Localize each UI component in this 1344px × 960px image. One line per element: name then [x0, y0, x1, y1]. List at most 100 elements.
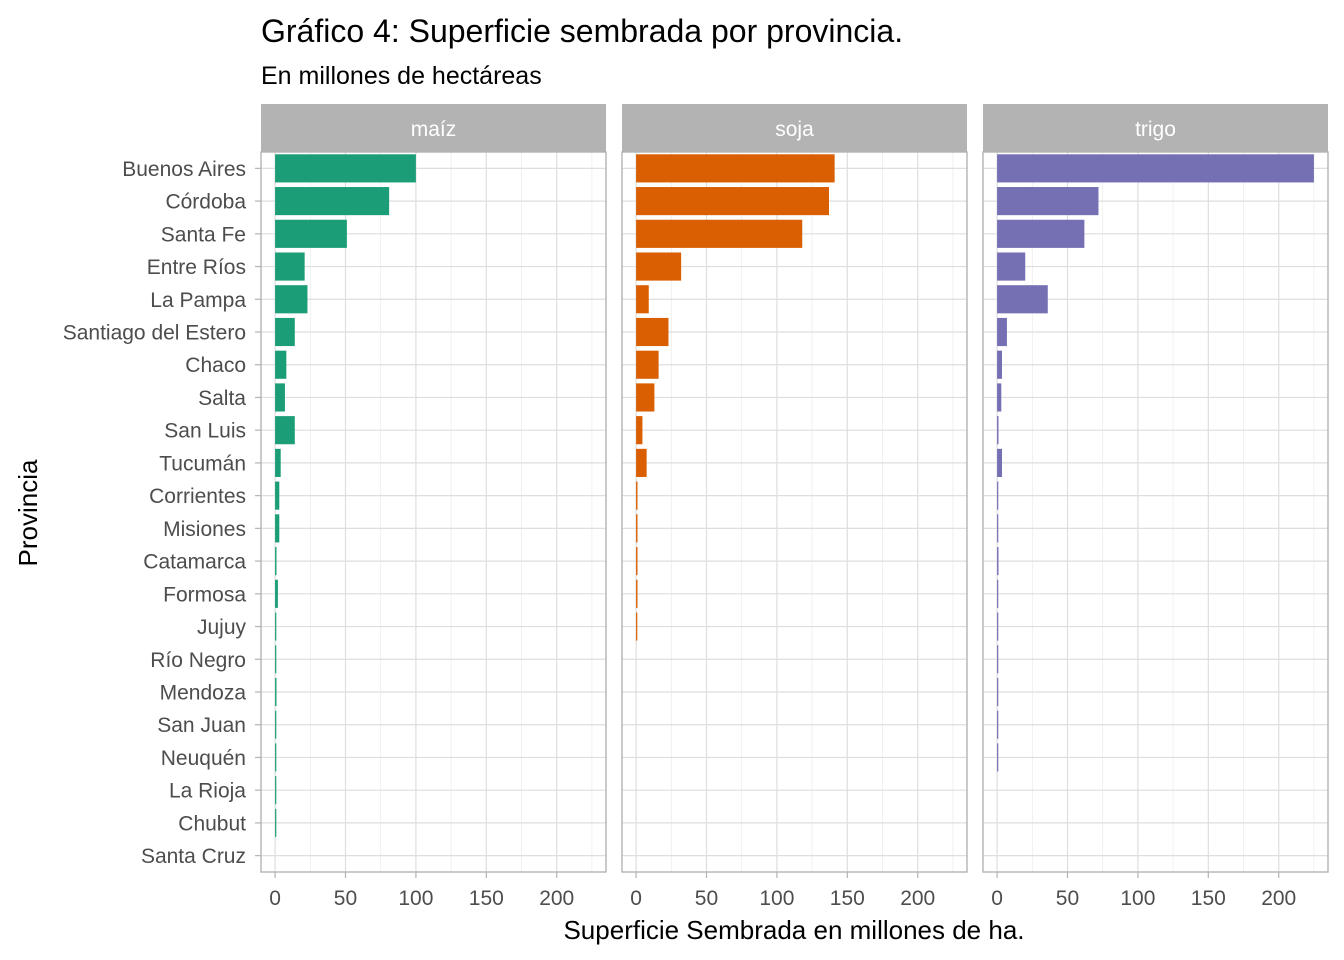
y-tick-label: Jujuy — [197, 616, 247, 639]
bar-trigo-mendoza — [997, 677, 999, 707]
bar-maíz-buenos-aires — [275, 154, 416, 183]
bar-maíz-jujuy — [275, 612, 277, 641]
y-tick-label: Salta — [198, 387, 246, 410]
y-tick-label: Córdoba — [165, 191, 246, 214]
bar-soja-corrientes — [636, 481, 638, 510]
y-tick-label: Neuquén — [161, 747, 246, 770]
bar-soja-entre-ríos — [636, 252, 682, 281]
panel-border — [621, 151, 968, 873]
x-tick-label: 50 — [334, 887, 357, 910]
y-tick-label: Chubut — [178, 812, 246, 835]
y-tick-label: Río Negro — [150, 649, 246, 672]
y-tick-label: Formosa — [163, 583, 246, 606]
bar-maíz-córdoba — [275, 187, 390, 216]
bar-soja-salta — [636, 383, 655, 412]
strip-background — [261, 104, 606, 152]
y-tick-label: San Juan — [157, 714, 246, 737]
bar-soja-misiones — [636, 514, 638, 543]
bar-maíz-la-rioja — [275, 776, 277, 805]
bar-maíz-santa-fe — [275, 219, 347, 248]
y-tick-label: Catamarca — [143, 551, 246, 574]
strip-label: soja — [775, 118, 814, 141]
y-tick-label: La Rioja — [169, 780, 246, 803]
bar-trigo-buenos-aires — [997, 154, 1314, 183]
bar-soja-chaco — [636, 350, 659, 379]
bar-maíz-mendoza — [275, 677, 277, 707]
bar-soja-santa-fe — [636, 219, 803, 248]
bar-trigo-salta — [997, 383, 1002, 412]
bar-maíz-catamarca — [275, 547, 277, 576]
y-tick-label: Santa Cruz — [141, 845, 246, 868]
bar-maíz-chubut — [275, 808, 277, 837]
y-tick-label: Misiones — [163, 518, 246, 541]
facet-panels: maíz 0 50 100 150 200 soja 0 50 100 150 200 trigo 0 50… — [260, 104, 1329, 910]
bar-maíz-río-negro — [275, 645, 277, 674]
bar-soja-formosa — [636, 579, 638, 608]
strip-label: maíz — [411, 118, 457, 141]
x-tick-label: 150 — [1191, 887, 1226, 910]
y-tick-label: La Pampa — [150, 289, 246, 312]
panel-trigo: trigo 0 50 100 150 200 — [982, 104, 1329, 910]
chart-title: Gráfico 4: Superficie sembrada por provi… — [261, 13, 903, 49]
y-tick-label: Mendoza — [160, 682, 247, 705]
x-tick-label: 150 — [469, 887, 504, 910]
x-axis-title: Superficie Sembrada en millones de ha. — [563, 915, 1024, 945]
bar-maíz-la-pampa — [275, 285, 308, 314]
y-tick-label: Buenos Aires — [122, 158, 246, 181]
x-tick-label: 0 — [630, 887, 642, 910]
x-tick-label: 200 — [1261, 887, 1296, 910]
panel-background — [261, 152, 606, 872]
bar-soja-san-luis — [636, 416, 643, 445]
bar-maíz-corrientes — [275, 481, 280, 510]
bar-trigo-río-negro — [997, 645, 999, 674]
bar-trigo-formosa — [997, 579, 999, 608]
bar-soja-la-pampa — [636, 285, 649, 314]
y-tick-label: Chaco — [185, 354, 246, 377]
strip-background — [622, 104, 967, 152]
bar-soja-córdoba — [636, 187, 829, 216]
bar-maíz-misiones — [275, 514, 280, 543]
bar-trigo-jujuy — [997, 612, 999, 641]
bar-maíz-formosa — [275, 579, 278, 608]
x-tick-label: 200 — [539, 887, 574, 910]
bar-soja-jujuy — [636, 612, 638, 641]
bar-soja-tucumán — [636, 448, 647, 477]
bar-trigo-la-pampa — [997, 285, 1048, 314]
panel-border — [260, 151, 607, 873]
x-tick-label: 100 — [759, 887, 794, 910]
bar-trigo-chaco — [997, 350, 1003, 379]
y-axis-labels: Buenos Aires Córdoba Santa Fe Entre Ríos La … — [63, 158, 261, 868]
bar-trigo-córdoba — [997, 187, 1099, 216]
bar-maíz-santiago-del-estero — [275, 317, 295, 347]
x-tick-label: 0 — [269, 887, 281, 910]
panel-soja: soja 0 50 100 150 200 — [621, 104, 968, 910]
bar-maíz-san-luis — [275, 416, 295, 445]
x-tick-label: 100 — [1120, 887, 1155, 910]
y-tick-label: Corrientes — [149, 485, 246, 508]
bar-trigo-santiago-del-estero — [997, 317, 1007, 347]
bar-trigo-neuquén — [997, 743, 999, 772]
bar-maíz-entre-ríos — [275, 252, 305, 281]
strip-label: trigo — [1135, 118, 1176, 141]
y-tick-label: Entre Ríos — [147, 256, 246, 279]
bar-trigo-corrientes — [997, 481, 999, 510]
chart-subtitle: En millones de hectáreas — [261, 62, 542, 90]
y-tick-label: Tucumán — [159, 452, 246, 475]
bar-soja-catamarca — [636, 547, 638, 576]
bar-trigo-catamarca — [997, 547, 999, 576]
panel-border — [982, 151, 1329, 873]
bar-maíz-chaco — [275, 350, 287, 379]
x-tick-label: 50 — [695, 887, 718, 910]
bar-soja-santiago-del-estero — [636, 317, 669, 347]
y-tick-label: Santa Fe — [161, 223, 246, 246]
panel-background — [983, 152, 1328, 872]
bar-maíz-neuquén — [275, 743, 277, 772]
bar-soja-buenos-aires — [636, 154, 835, 183]
bar-maíz-salta — [275, 383, 285, 412]
y-tick-label: San Luis — [164, 420, 246, 443]
bar-trigo-misiones — [997, 514, 999, 543]
strip-background — [983, 104, 1328, 152]
x-tick-label: 200 — [900, 887, 935, 910]
x-tick-label: 50 — [1056, 887, 1079, 910]
bar-maíz-tucumán — [275, 448, 281, 477]
